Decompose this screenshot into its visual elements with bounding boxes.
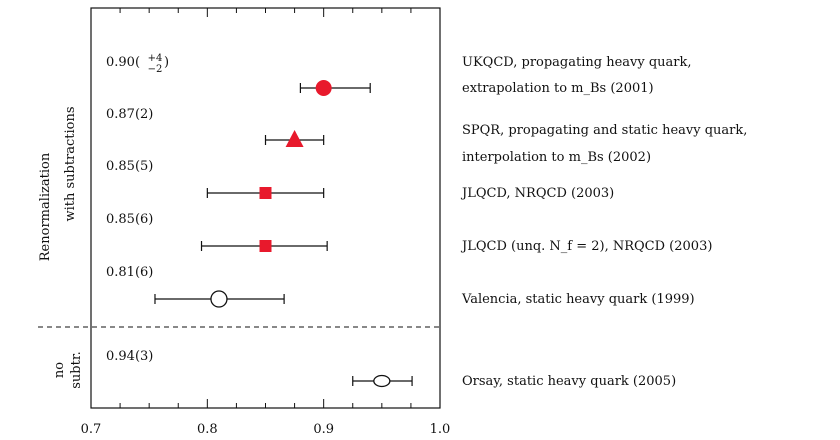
entry-label-line1: UKQCD, propagating heavy quark, xyxy=(462,55,692,70)
entry-label-line1: Valencia, static heavy quark (1999) xyxy=(461,292,695,307)
group-label-no-subtr-line1: no xyxy=(52,362,67,378)
value-label: 0.81(6) xyxy=(106,265,153,280)
entry-label-line1: SPQR, propagating and static heavy quark… xyxy=(462,123,747,138)
marker-filled-circle xyxy=(315,80,332,96)
value-label: 0.85(6) xyxy=(106,212,153,227)
value-label: 0.94(3) xyxy=(106,349,153,364)
value-err-up: +4 xyxy=(148,53,163,64)
entries-layer: 0.90( +4−2) 0.87(2) 0.85(5) 0.85(6) 0.81(6) 0.… xyxy=(106,53,413,388)
value-paren-close: ) xyxy=(164,55,169,70)
entry-1: 0.90( +4−2) xyxy=(106,53,371,96)
marker-open-circle xyxy=(210,290,228,308)
entry-label-line1: JLQCD, NRQCD (2003) xyxy=(460,186,614,201)
entry-label-line2: interpolation to m_Bs (2002) xyxy=(462,150,651,165)
entry-6: 0.94(3) xyxy=(106,349,413,388)
marker-open-ellipse xyxy=(373,374,391,388)
value-err-down: −2 xyxy=(148,64,163,75)
labels-layer: UKQCD, propagating heavy quark, extrapola… xyxy=(460,55,747,389)
entry-2: 0.87(2) xyxy=(106,107,325,147)
y-axis-title: Renormalization xyxy=(38,152,53,261)
marker-filled-triangle xyxy=(285,130,304,147)
x-tick-label: 0.8 xyxy=(197,422,218,437)
entry-label-line1: JLQCD (unq. N_f = 2), NRQCD (2003) xyxy=(460,239,712,254)
group-label-with-subtractions: with subtractions xyxy=(63,106,78,221)
marker-filled-square xyxy=(259,240,272,252)
plot-frame xyxy=(90,7,441,409)
value-label: 0.87(2) xyxy=(106,107,153,122)
x-tick-label: 0.7 xyxy=(81,422,102,437)
entry-label-line2: extrapolation to m_Bs (2001) xyxy=(462,81,654,96)
value-label: 0.85(5) xyxy=(106,159,153,174)
axes-layer: 0.7 0.8 0.9 1.0 Renormalization with subtract… xyxy=(38,7,451,437)
marker-filled-square xyxy=(259,187,272,199)
entry-3: 0.85(5) xyxy=(106,159,325,199)
x-tick-label: 0.9 xyxy=(313,422,334,437)
entry-4: 0.85(6) xyxy=(106,212,328,252)
entry-5: 0.81(6) xyxy=(106,265,285,308)
entry-label-line1: Orsay, static heavy quark (2005) xyxy=(462,374,676,389)
value-label: 0.90( xyxy=(106,55,140,70)
x-tick-label: 1.0 xyxy=(430,422,451,437)
group-label-no-subtr-line2: subtr. xyxy=(69,351,84,389)
